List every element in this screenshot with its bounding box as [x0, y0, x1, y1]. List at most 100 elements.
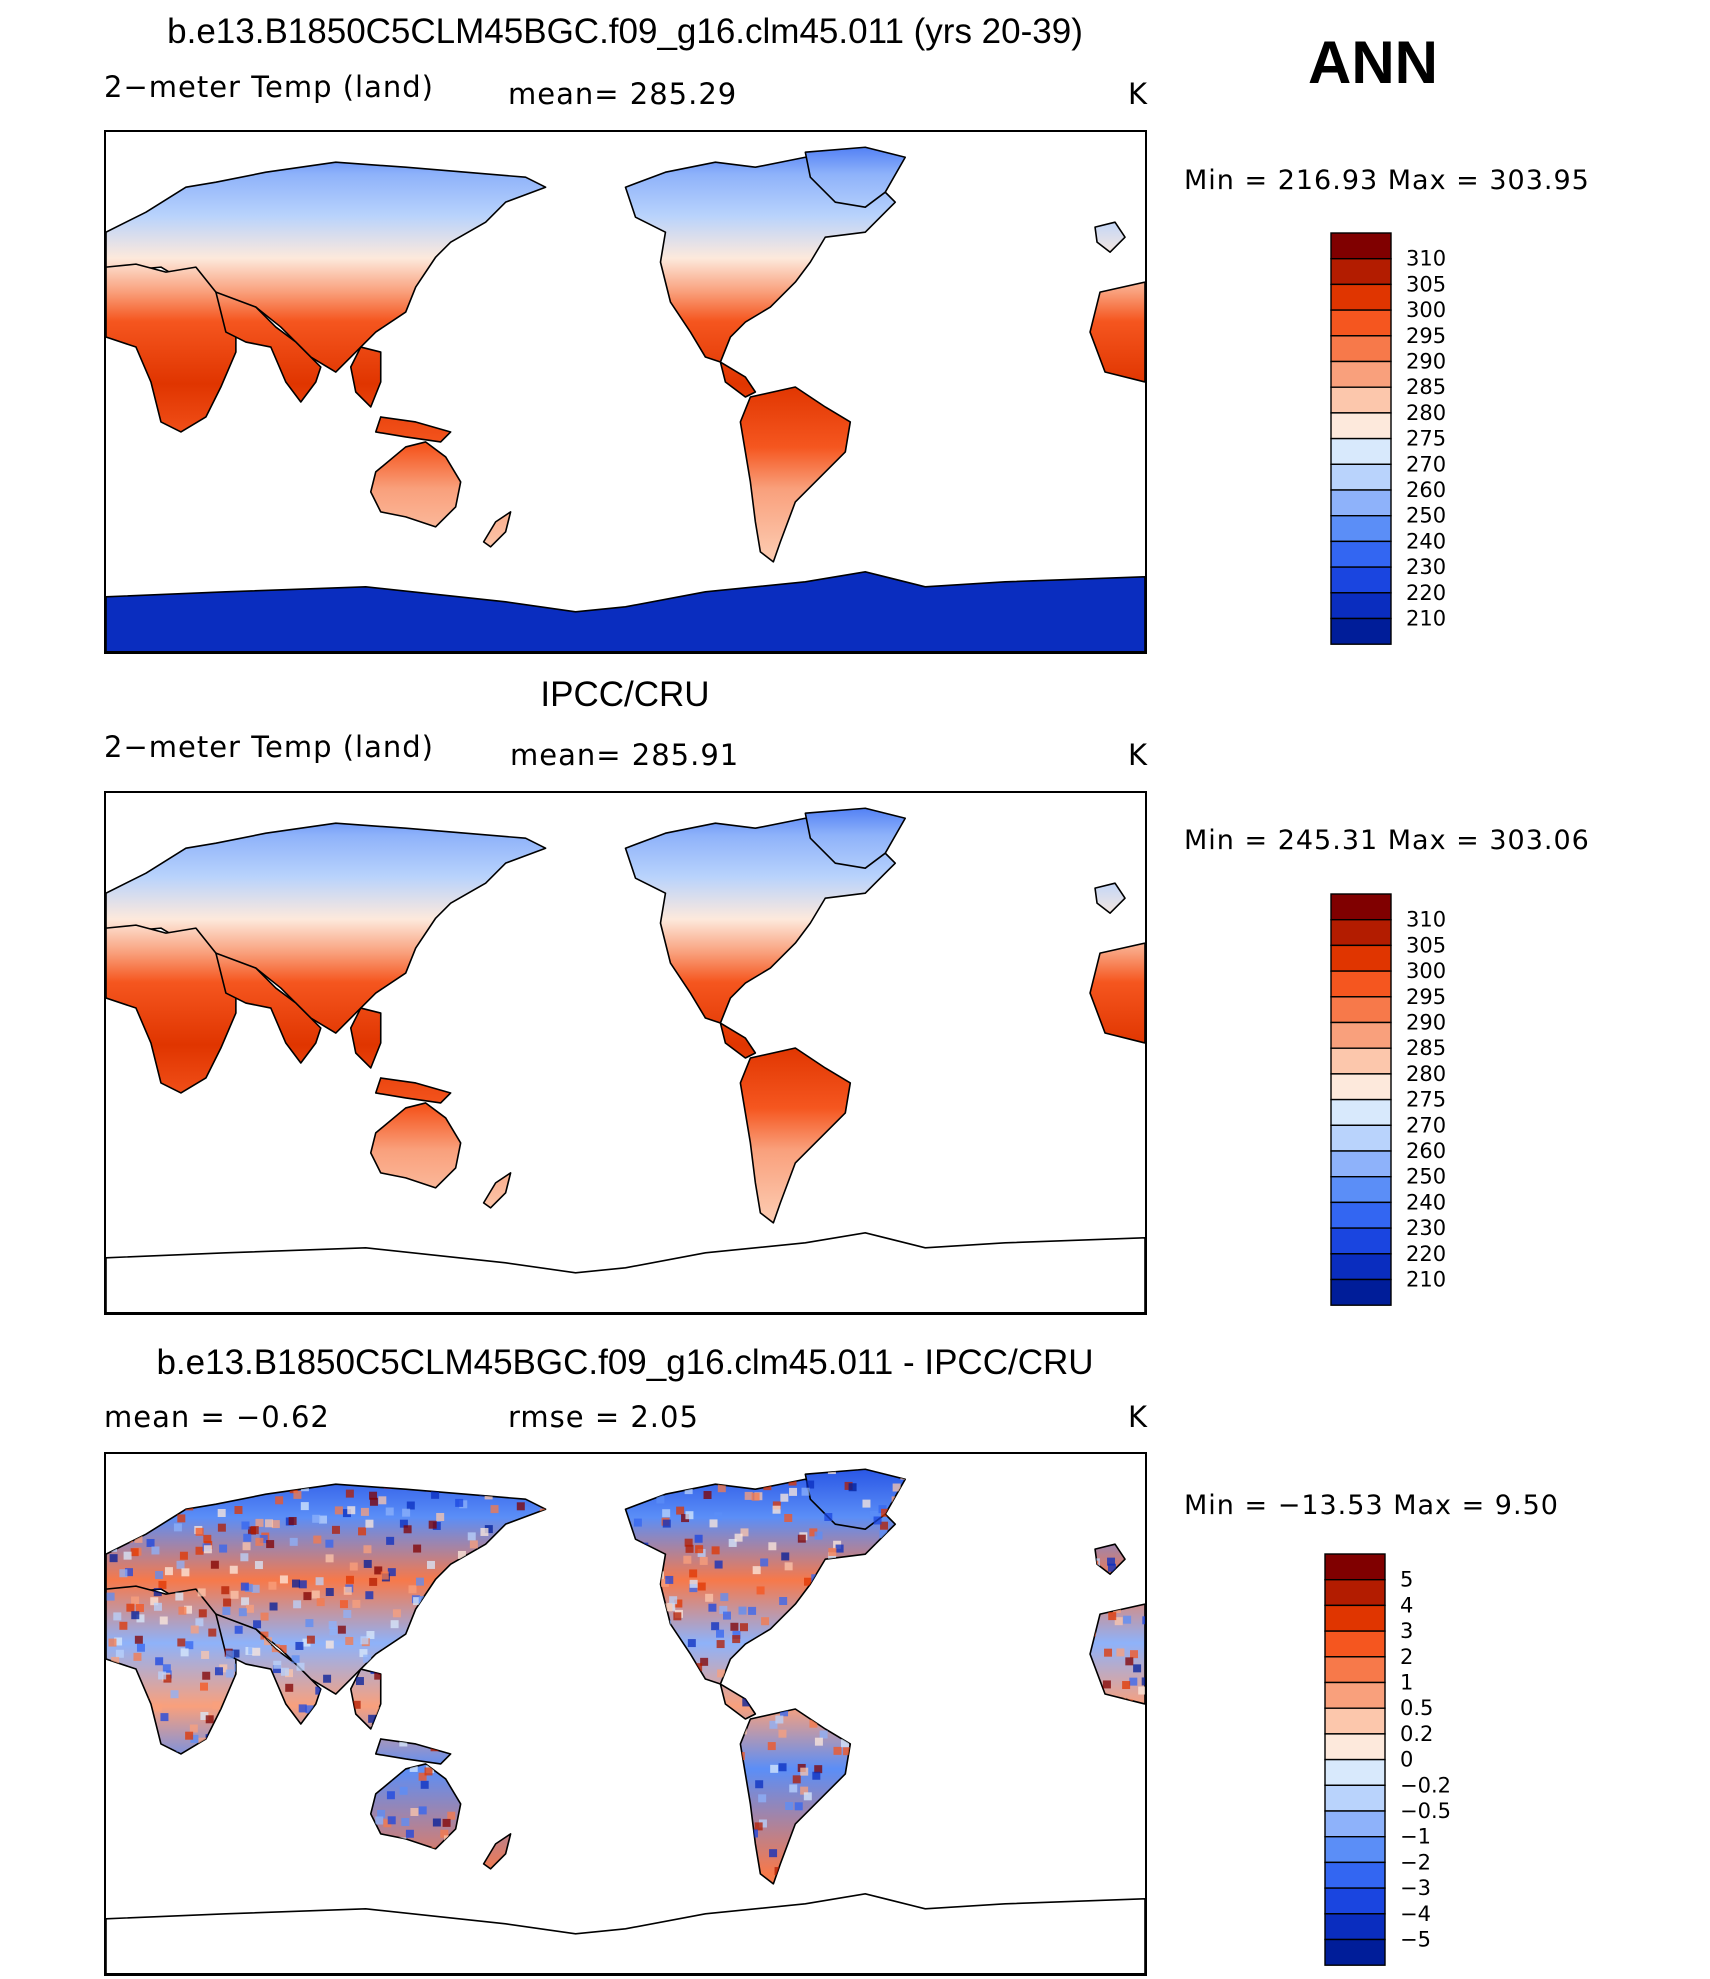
landmass-indonesia	[374, 416, 452, 443]
colorbar-tick-label: 5	[1400, 1568, 1413, 1592]
colorbar-swatch	[1330, 1073, 1392, 1101]
colorbar-obs: 310 305 300 295 290 285 280 275 270 260 250 240 230 2…	[1330, 893, 1490, 1313]
colorbar-tick-label: 0.5	[1400, 1696, 1433, 1720]
season-label: ANN	[1308, 29, 1438, 96]
colorbar-tick-label: 3	[1400, 1619, 1413, 1643]
map-obs	[104, 791, 1147, 1315]
landmass-greenland	[804, 146, 907, 208]
colorbar-swatch	[1330, 386, 1392, 414]
mean-label-model: mean= 285.29	[508, 77, 738, 111]
colorbar-swatch	[1324, 1861, 1386, 1889]
landmass-central-america	[719, 361, 757, 398]
colorbar-tick-label: 260	[1406, 1139, 1446, 1163]
colorbar-tick-label: 295	[1406, 324, 1446, 348]
landmass-arabia-india	[215, 952, 322, 1064]
colorbar-tick-label: 290	[1406, 350, 1446, 374]
colorbar-tick-label: −0.5	[1400, 1799, 1451, 1823]
colorbar-tick-label: 0.2	[1400, 1722, 1433, 1746]
colorbar-swatch	[1330, 515, 1392, 543]
colorbar-tick-label: 1	[1400, 1671, 1413, 1695]
landmass-west-africa-edge	[1089, 281, 1145, 383]
panel-title-diff: b.e13.B1850C5CLM45BGC.f09_g16.clm45.011 …	[156, 1343, 1094, 1382]
colorbar-tick-label: 240	[1406, 529, 1446, 553]
minmax-model: Min = 216.93 Max = 303.95	[1184, 165, 1590, 196]
colorbar-swatch	[1330, 1047, 1392, 1075]
colorbar-tick-label: 0	[1400, 1748, 1413, 1772]
landmass-antarctica	[106, 1232, 1145, 1313]
colorbar-swatch	[1330, 1227, 1392, 1255]
landmass-iceland-uk	[1094, 882, 1126, 914]
difference-speckle	[106, 1469, 1145, 1884]
colorbar-tick-label: 250	[1406, 1165, 1446, 1189]
colorbar-tick-label: −1	[1400, 1825, 1431, 1849]
units-label-obs: K	[1128, 738, 1149, 772]
landmass-africa	[106, 263, 237, 433]
colorbar-swatch	[1324, 1604, 1386, 1632]
colorbar-swatch	[1324, 1707, 1386, 1735]
landmass-south-america	[739, 386, 852, 563]
colorbar-model: 310 305 300 295 290 285 280 275 270 260 250 240 230 2…	[1330, 232, 1490, 652]
colorbar-diff: 5 4 3 2 1 0.5 0.2 0 −0.2 −0.5 −1 −2 −3 −4 −5	[1324, 1553, 1484, 1973]
minmax-obs: Min = 245.31 Max = 303.06	[1184, 825, 1590, 856]
colorbar-swatch	[1330, 1253, 1392, 1281]
colorbar-tick-label: 300	[1406, 959, 1446, 983]
landmass-antarctica	[106, 1893, 1145, 1974]
world-map-model	[106, 146, 1145, 652]
colorbar-tick-label: 220	[1406, 1242, 1446, 1266]
colorbar-swatch	[1324, 1553, 1386, 1581]
landmass-south-america	[739, 1708, 852, 1885]
variable-label-obs: 2−meter Temp (land)	[104, 730, 434, 764]
units-label-model: K	[1128, 77, 1149, 111]
colorbar-tick-label: 240	[1406, 1190, 1446, 1214]
colorbar-swatch	[1330, 893, 1392, 921]
colorbar-swatch	[1324, 1810, 1386, 1838]
landmass-africa	[106, 924, 237, 1094]
colorbar-swatch	[1324, 1784, 1386, 1812]
world-map-obs	[106, 807, 1145, 1313]
colorbar-swatch	[1330, 258, 1392, 286]
world-map-diff	[106, 1468, 1145, 1974]
landmass-new-zealand	[482, 1833, 512, 1870]
landmass-greenland	[804, 807, 907, 869]
colorbar-swatch	[1324, 1733, 1386, 1761]
landmass-antarctica	[106, 571, 1145, 652]
landmass-iceland-uk	[1094, 221, 1126, 253]
landmass-new-zealand	[482, 511, 512, 548]
colorbar-tick-label: 270	[1406, 1113, 1446, 1137]
colorbar-swatch	[1330, 540, 1392, 568]
colorbar-swatch	[1330, 489, 1392, 517]
units-label-diff: K	[1128, 1400, 1149, 1434]
colorbar-tick-label: −5	[1400, 1928, 1431, 1952]
colorbar-tick-label: 280	[1406, 1062, 1446, 1086]
colorbar-swatch	[1330, 1278, 1392, 1306]
colorbar-tick-label: 210	[1406, 1268, 1446, 1292]
landmass-central-america	[719, 1683, 757, 1720]
landmass-se-asia	[349, 1007, 382, 1069]
colorbar-swatch	[1324, 1887, 1386, 1915]
landmass-new-zealand	[482, 1172, 512, 1209]
map-diff	[104, 1452, 1147, 1976]
colorbar-swatch	[1330, 335, 1392, 363]
landmass-australia	[369, 1763, 462, 1850]
colorbar-swatch	[1330, 1176, 1392, 1204]
map-model	[104, 130, 1147, 654]
colorbar-tick-label: 275	[1406, 427, 1446, 451]
colorbar-tick-label: −0.2	[1400, 1773, 1451, 1797]
colorbar-swatch	[1330, 309, 1392, 337]
colorbar-swatch	[1330, 463, 1392, 491]
colorbar-tick-label: 250	[1406, 504, 1446, 528]
colorbar-tick-label: −2	[1400, 1850, 1431, 1874]
rmse-label-diff: rmse = 2.05	[508, 1400, 699, 1434]
colorbar-tick-label: 2	[1400, 1645, 1413, 1669]
colorbar-tick-label: 280	[1406, 401, 1446, 425]
colorbar-tick-label: −3	[1400, 1876, 1431, 1900]
colorbar-swatch	[1330, 1201, 1392, 1229]
colorbar-tick-label: 295	[1406, 985, 1446, 1009]
colorbar-swatch	[1330, 1021, 1392, 1049]
colorbar-tick-label: 260	[1406, 478, 1446, 502]
mean-label-diff: mean = −0.62	[104, 1400, 330, 1434]
colorbar-swatch	[1330, 970, 1392, 998]
mean-label-obs: mean= 285.91	[510, 738, 740, 772]
panel-title-model: b.e13.B1850C5CLM45BGC.f09_g16.clm45.011 …	[167, 12, 1083, 51]
landmass-south-america	[739, 1047, 852, 1224]
